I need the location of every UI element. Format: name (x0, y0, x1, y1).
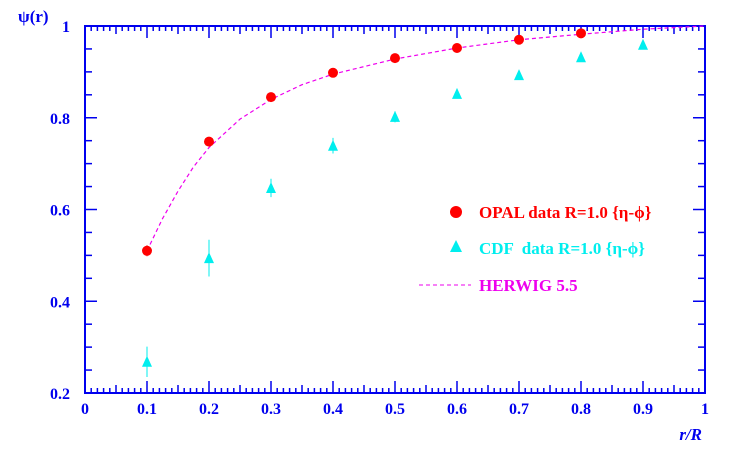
legend-label-herwig: HERWIG 5.5 (479, 276, 578, 295)
opal-point (452, 43, 462, 54)
x-tick-label: 0.1 (137, 401, 157, 418)
y-tick-label: 0.6 (50, 203, 70, 220)
x-tick-label: 0.9 (633, 401, 653, 418)
herwig-curve (146, 25, 706, 252)
x-tick-label: 0.5 (385, 401, 405, 418)
legend-marker-cdf (450, 240, 462, 252)
cdf-point (266, 181, 276, 193)
plot-frame (84, 25, 706, 394)
x-axis-title: r/R (679, 425, 702, 444)
x-tick-label: 0.6 (447, 401, 467, 418)
x-tick-label: 0.4 (323, 401, 343, 418)
opal-point (390, 53, 400, 64)
cdf-point (142, 355, 152, 367)
legend: OPAL data R=1.0 {η-ϕ} CDF data R=1.0 {η-… (419, 203, 652, 295)
opal-point (204, 136, 214, 147)
cdf-point (576, 51, 586, 63)
x-tick-labels: 0 0.1 0.2 0.3 0.4 0.5 0.6 0.7 0.8 0.9 1 (81, 401, 709, 418)
y-tick-labels: 0.2 0.4 0.6 0.8 1 (50, 19, 70, 403)
opal-point (576, 28, 586, 39)
y-axis-title: ψ(r) (18, 7, 49, 26)
opal-point (266, 92, 276, 103)
legend-marker-opal (450, 206, 462, 218)
x-tick-label: 0.8 (571, 401, 591, 418)
y-tick-label: 1 (62, 19, 70, 36)
legend-label-opal: OPAL data R=1.0 {η-ϕ} (479, 203, 652, 222)
x-tick-label: 0.3 (261, 401, 281, 418)
y-tick-label: 0.2 (50, 386, 70, 403)
x-tick-label: 0.2 (199, 401, 219, 418)
y-tick-label: 0.4 (50, 294, 70, 311)
x-tick-label: 0.7 (509, 401, 529, 418)
opal-point (142, 245, 152, 256)
legend-label-cdf: CDF data R=1.0 {η-ϕ} (479, 239, 645, 258)
y-tick-label: 0.8 (50, 111, 70, 128)
cdf-point (514, 69, 524, 81)
cdf-point (452, 87, 462, 99)
cdf-point (328, 139, 338, 151)
opal-point (514, 34, 524, 45)
x-tick-label: 0 (81, 401, 89, 418)
x-tick-label: 1 (701, 401, 709, 418)
series-layer (142, 25, 706, 377)
opal-point (328, 67, 338, 78)
cdf-point (204, 252, 214, 264)
cdf-point (390, 110, 400, 122)
cdf-point (638, 38, 648, 50)
